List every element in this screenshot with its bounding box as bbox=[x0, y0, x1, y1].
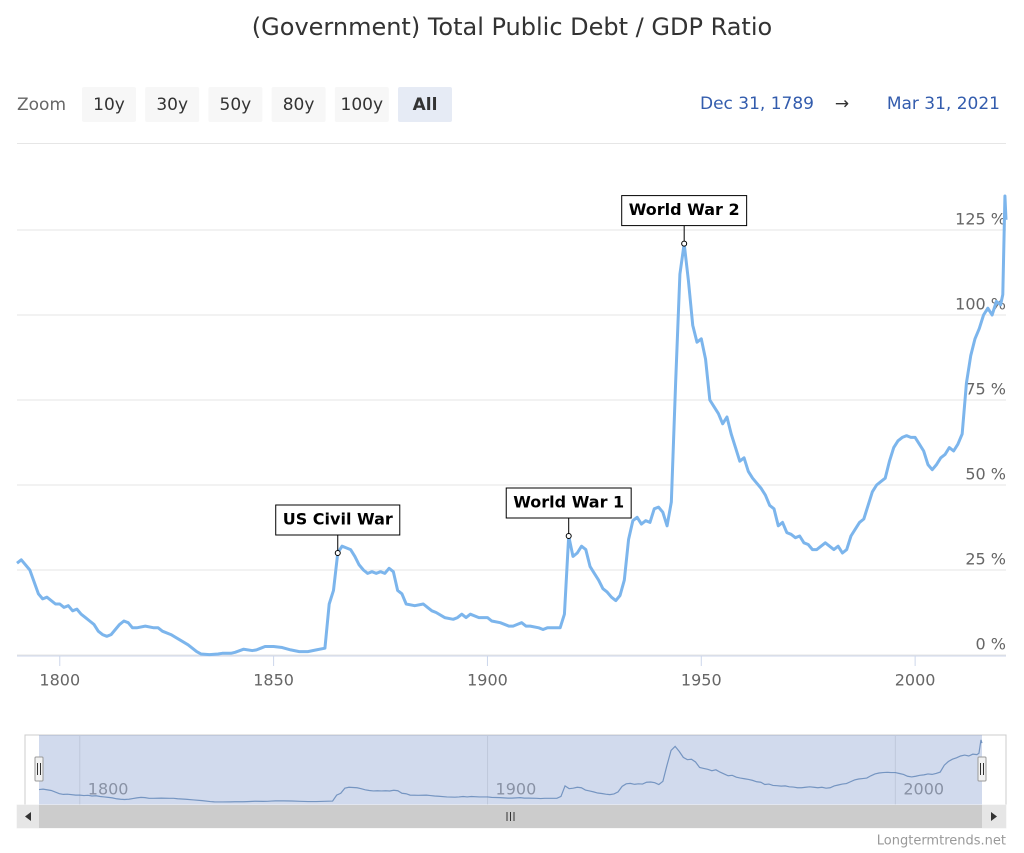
scroll-grip bbox=[506, 812, 515, 821]
chart-title: (Government) Total Public Debt / GDP Rat… bbox=[252, 13, 772, 41]
annotation-label: World War 1 bbox=[513, 493, 624, 512]
scroll-left-arrow bbox=[25, 812, 31, 821]
zoom-button[interactable] bbox=[145, 87, 200, 122]
x-tick-label: 2000 bbox=[895, 671, 936, 690]
x-tick-label: 1950 bbox=[681, 671, 722, 690]
scroll-right-arrow bbox=[991, 812, 997, 821]
navigator-tick-label: 1800 bbox=[88, 780, 129, 799]
zoom-button-label[interactable]: 30y bbox=[156, 95, 188, 115]
annotation-box bbox=[621, 195, 748, 227]
zoom-button-label[interactable]: 10y bbox=[93, 95, 125, 115]
y-tick-label: 0 % bbox=[976, 635, 1006, 654]
zoom-button[interactable] bbox=[82, 87, 136, 122]
navigator-handle[interactable] bbox=[977, 756, 987, 782]
annotation: World War 2 bbox=[621, 195, 748, 247]
y-tick-label: 125 % bbox=[955, 210, 1006, 229]
grid: 0 %25 %50 %75 %100 %125 %1800 1850 1900 195… bbox=[17, 210, 1006, 690]
annotation: World War 1 bbox=[505, 487, 632, 539]
annotation-point bbox=[681, 240, 688, 247]
plot: US Civil War World War 1 World War 2 bbox=[16, 194, 1008, 657]
navigator-tick-label: 2000 bbox=[903, 780, 944, 799]
navigator-handle[interactable] bbox=[34, 756, 44, 782]
annotation-point bbox=[565, 533, 572, 539]
zoom-button[interactable] bbox=[271, 87, 326, 122]
range-to[interactable]: Mar 31, 2021 bbox=[887, 94, 1000, 114]
range-arrow: → bbox=[835, 94, 849, 114]
navigator-handle-grip bbox=[37, 763, 41, 775]
range-from[interactable]: Dec 31, 1789 bbox=[700, 94, 814, 114]
navigator-handle-grip bbox=[980, 763, 984, 775]
x-tick-label: 1800 bbox=[39, 671, 80, 690]
zoom-button-label[interactable]: 80y bbox=[283, 95, 315, 115]
credit[interactable]: Longtermtrends.net bbox=[877, 834, 1006, 849]
y-tick-label: 50 % bbox=[965, 465, 1006, 484]
navigator-selection[interactable] bbox=[39, 735, 982, 805]
navigator-line bbox=[38, 739, 983, 803]
x-tick-label: 1850 bbox=[253, 671, 294, 690]
annotation-box bbox=[505, 487, 632, 519]
y-tick-label: 25 % bbox=[965, 550, 1006, 569]
zoom-button[interactable] bbox=[334, 87, 389, 122]
zoom-button-label[interactable]: 50y bbox=[220, 95, 252, 115]
zoom-button-label[interactable]: All bbox=[413, 95, 438, 115]
annotation-label: US Civil War bbox=[283, 510, 393, 529]
navigator-tick-label: 1900 bbox=[496, 780, 537, 799]
zoom-label: Zoom bbox=[17, 95, 66, 115]
debt-line bbox=[16, 194, 1008, 657]
zoom-button[interactable] bbox=[208, 87, 263, 122]
y-tick-label: 75 % bbox=[965, 380, 1006, 399]
navigator: 1800 1900 2000 bbox=[24, 734, 1007, 806]
range-buttons: 10y 30y 50y 80y 100y All bbox=[82, 87, 452, 122]
scrollbar[interactable] bbox=[16, 804, 1007, 829]
zoom-button[interactable] bbox=[398, 87, 452, 122]
x-tick-label: 1900 bbox=[467, 671, 508, 690]
annotation-point bbox=[334, 550, 341, 556]
annotation-label: World War 2 bbox=[629, 200, 740, 219]
annotation-box bbox=[275, 504, 401, 536]
zoom-button-label[interactable]: 100y bbox=[341, 95, 384, 115]
annotation: US Civil War bbox=[275, 504, 401, 556]
